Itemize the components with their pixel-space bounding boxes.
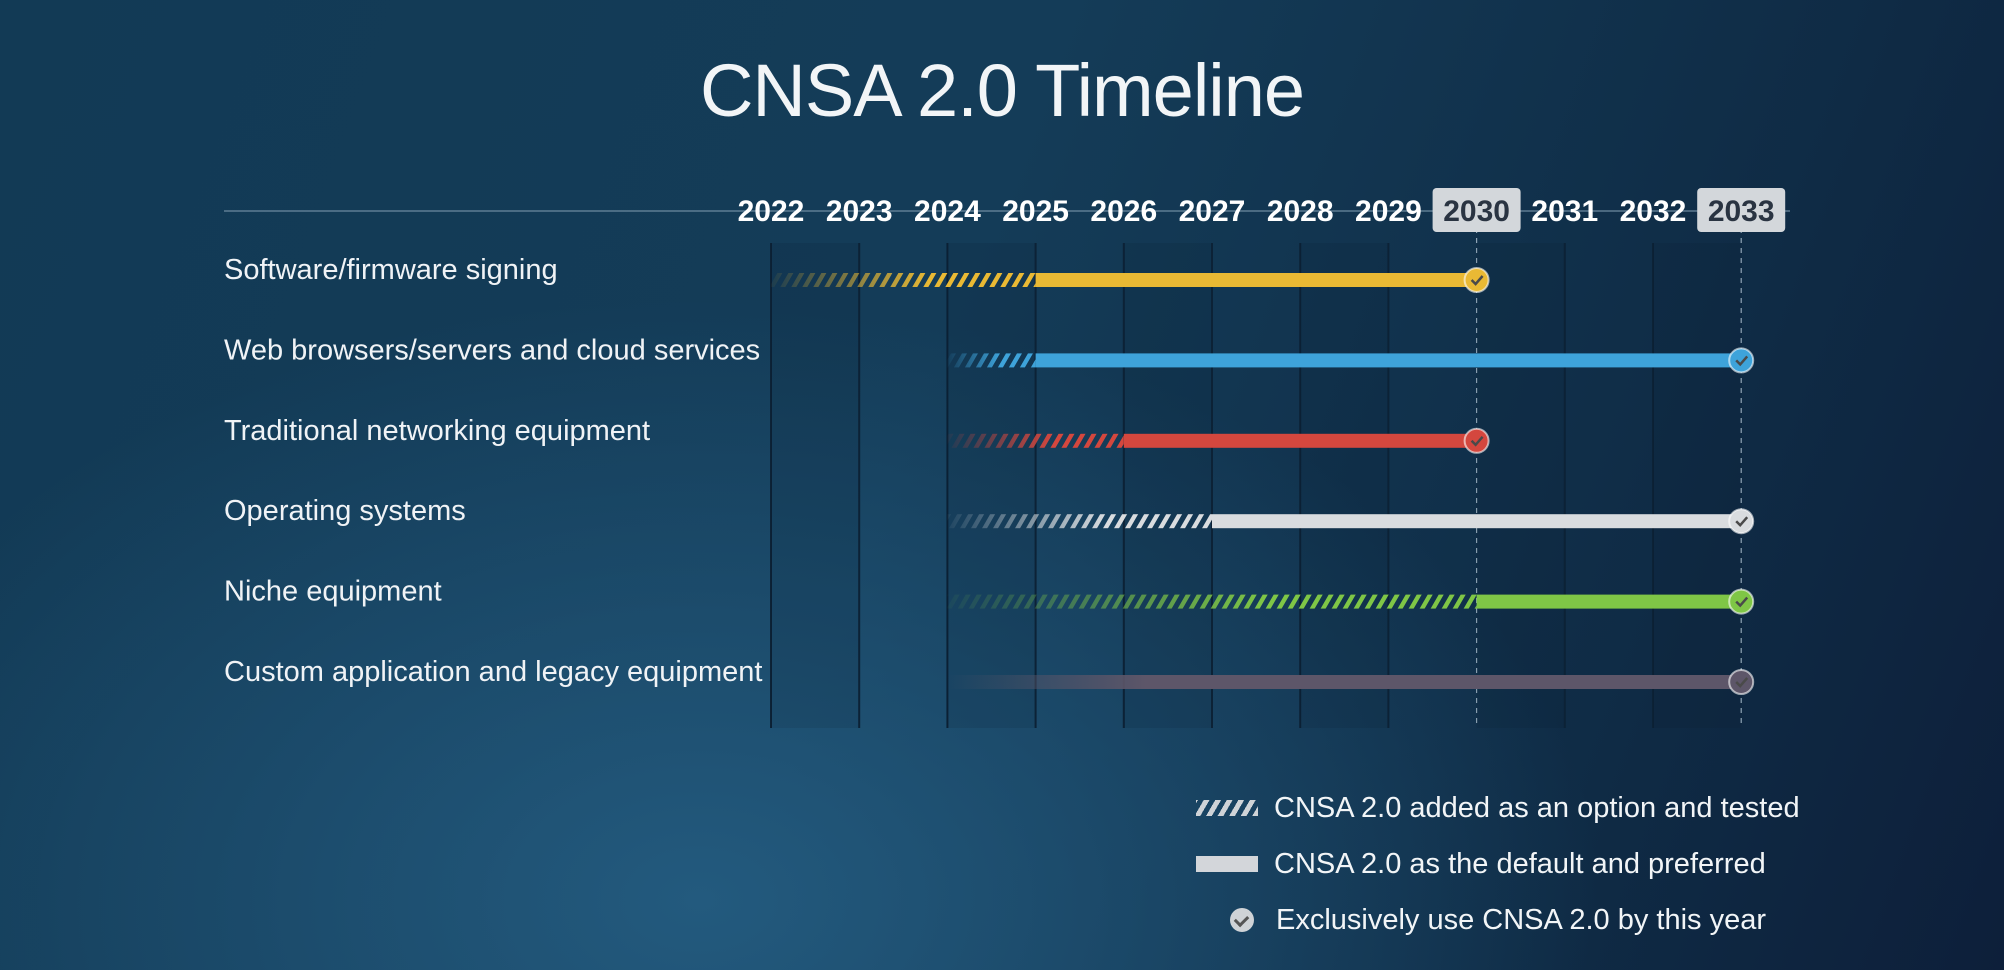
year-highlight-box: [1697, 188, 1786, 232]
year-column: [1653, 243, 1742, 728]
check-mark-icon: [1735, 677, 1749, 688]
year-label: 2022: [738, 195, 805, 228]
legend-label: CNSA 2.0 added as an option and tested: [1274, 791, 1800, 824]
hatch-swatch: [1196, 800, 1258, 816]
year-column: [1123, 243, 1212, 728]
default-solid-bar: [1035, 273, 1477, 287]
legend-item-exclusive: Exclusively use CNSA 2.0 by this year: [1196, 892, 1800, 948]
row-label: Software/firmware signing: [224, 254, 558, 286]
default-solid-bar: [1123, 433, 1477, 448]
option-hatched-bar: [947, 353, 1036, 368]
row-label: Web browsers/servers and cloud services: [224, 334, 760, 366]
legend-label: Exclusively use CNSA 2.0 by this year: [1276, 903, 1766, 936]
row-label: Custom application and legacy equipment: [224, 656, 762, 688]
check-circle-icon: [1230, 908, 1254, 932]
legend-label: CNSA 2.0 as the default and preferred: [1274, 847, 1766, 880]
year-column: [1565, 243, 1653, 728]
default-solid-bar: [1476, 594, 1742, 609]
year-label: 2024: [914, 195, 981, 228]
row-label: Operating systems: [224, 495, 466, 527]
row-bar-group: [947, 508, 1755, 535]
row-label: Niche equipment: [224, 576, 442, 608]
default-solid-bar: [1212, 514, 1742, 529]
year-column: [771, 243, 860, 728]
legend: CNSA 2.0 added as an option and tested C…: [1196, 780, 1800, 948]
year-label: 2030: [1443, 195, 1510, 228]
check-circle-icon: [1728, 588, 1755, 615]
option-hatched-bar: [947, 594, 1477, 609]
year-highlight-box: [1432, 188, 1521, 232]
year-label: 2025: [1002, 195, 1069, 228]
row-label: Traditional networking equipment: [224, 415, 650, 447]
solid-swatch: [1196, 856, 1258, 872]
row-bar-group: [771, 267, 1490, 293]
check-circle-icon: [1463, 267, 1490, 293]
year-column: [1300, 243, 1389, 728]
check-circle-icon: [1463, 427, 1490, 454]
chart-title: CNSA 2.0 Timeline: [699, 49, 1305, 132]
year-label: 2032: [1620, 195, 1687, 228]
default-solid-bar: [1035, 353, 1742, 368]
option-hatched-bar: [947, 514, 1212, 529]
option-hatched-bar: [771, 273, 1036, 287]
default-solid-bar: [947, 675, 1742, 689]
check-circle-icon: [1728, 669, 1755, 695]
check-mark-icon: [1470, 435, 1484, 447]
year-column: [1212, 243, 1300, 728]
row-bar-group: [947, 427, 1490, 454]
year-label: 2027: [1179, 195, 1246, 228]
year-label: 2031: [1531, 195, 1598, 228]
legend-item-option: CNSA 2.0 added as an option and tested: [1196, 780, 1800, 836]
year-column: [947, 243, 1036, 728]
row-bar-group: [947, 669, 1755, 695]
year-label: 2029: [1355, 195, 1422, 228]
legend-item-default: CNSA 2.0 as the default and preferred: [1196, 836, 1800, 892]
option-hatched-bar: [947, 433, 1124, 448]
check-circle-icon: [1728, 347, 1755, 374]
year-column: [1388, 243, 1476, 728]
check-mark-icon: [1735, 596, 1749, 608]
row-bar-group: [947, 588, 1755, 615]
check-circle-icon: [1728, 508, 1755, 535]
row-bar-group: [947, 347, 1755, 374]
year-label: 2026: [1090, 195, 1157, 228]
year-column: [1036, 243, 1124, 728]
year-label: 2028: [1267, 195, 1334, 228]
check-mark-icon: [1470, 275, 1484, 286]
year-column: [859, 243, 947, 728]
check-mark-icon: [1735, 516, 1749, 528]
year-label: 2023: [826, 195, 893, 228]
year-label: 2033: [1708, 195, 1775, 228]
check-mark-icon: [1735, 355, 1749, 367]
year-column: [1476, 243, 1565, 728]
